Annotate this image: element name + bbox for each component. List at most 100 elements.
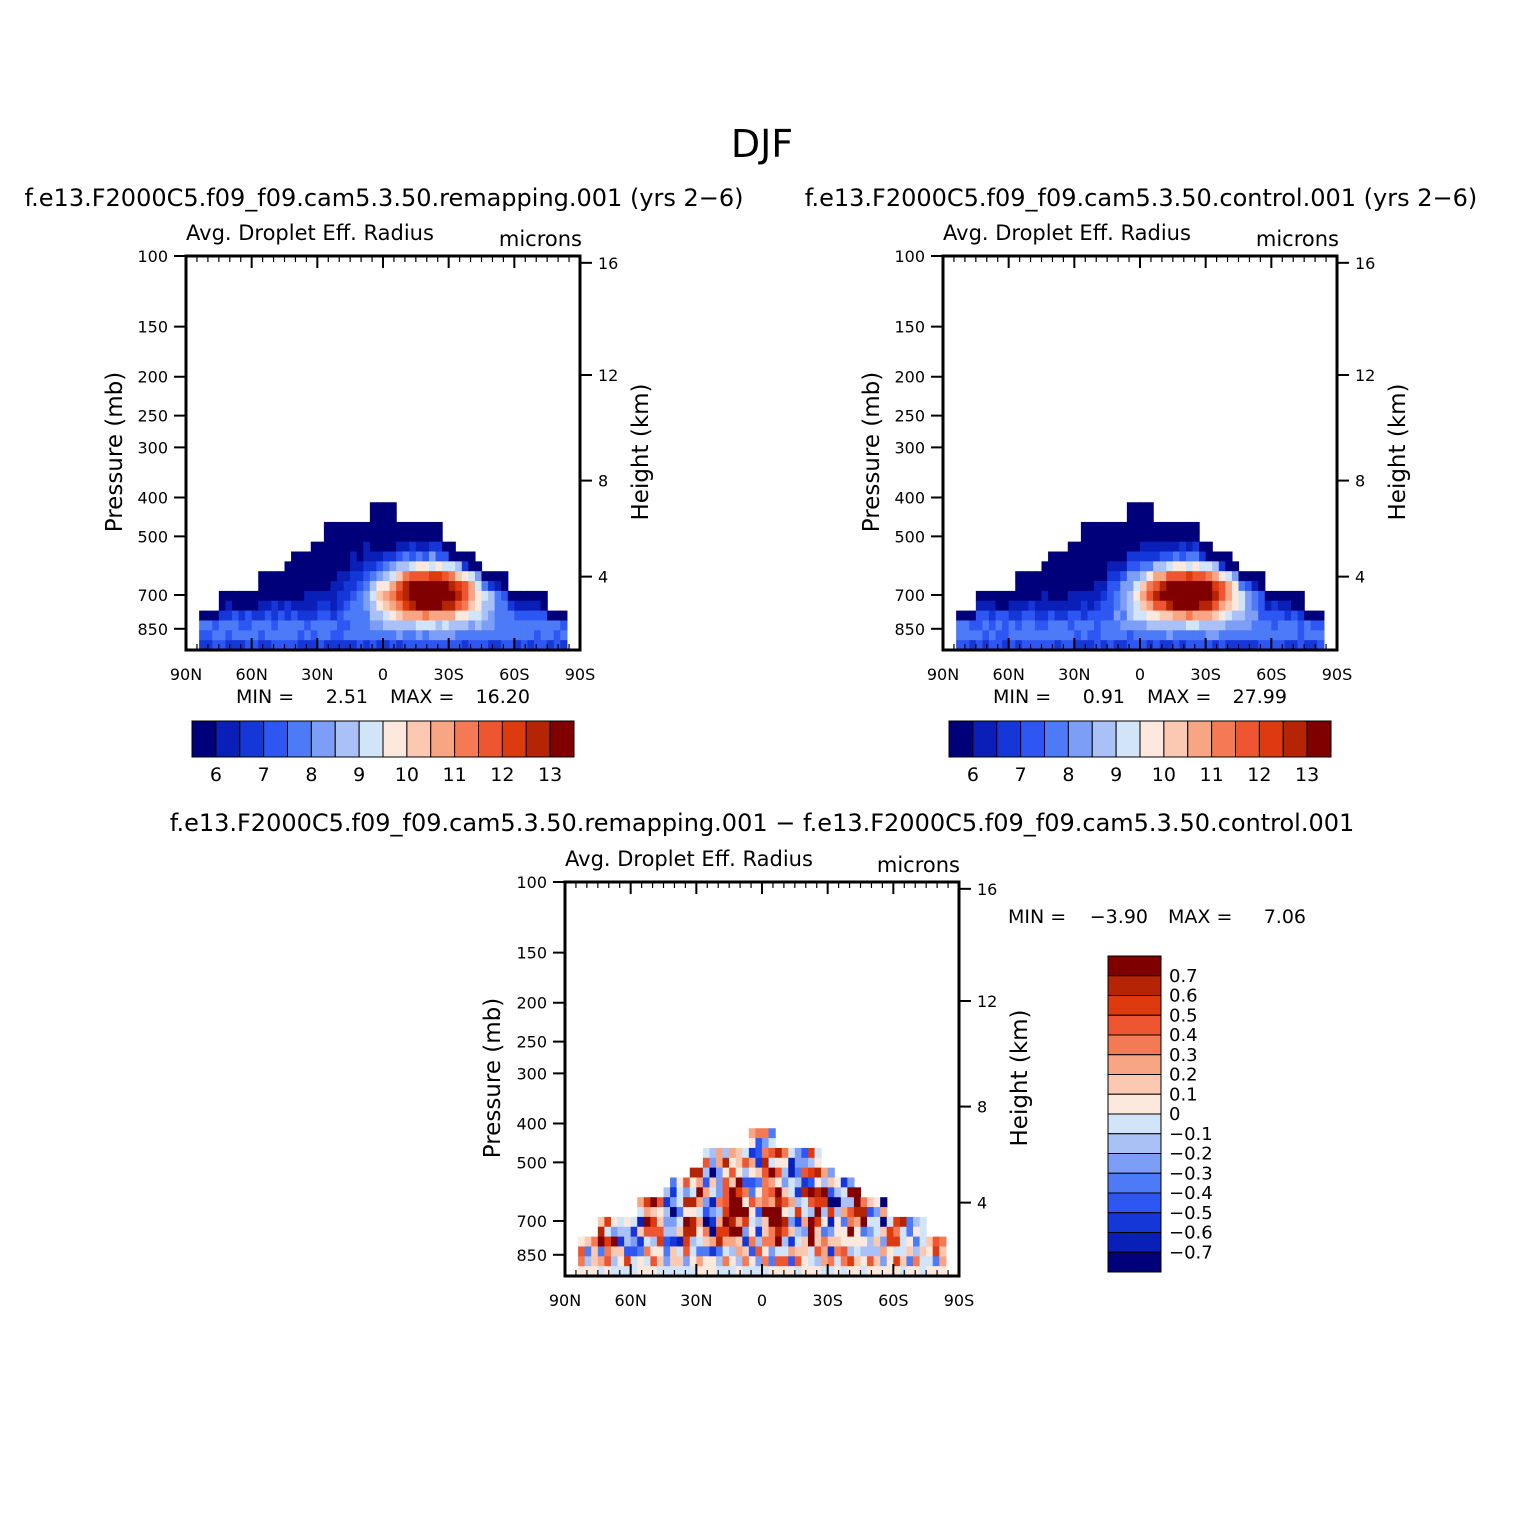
contour-cell [310, 581, 318, 592]
contour-cell [1159, 531, 1167, 543]
contour-cell [814, 1157, 822, 1169]
contour-cell [494, 581, 502, 592]
contour-cell [291, 610, 299, 622]
contour-cell [428, 581, 437, 592]
contour-cell [1212, 590, 1220, 602]
contour-cell [742, 1216, 750, 1228]
contour-cell [488, 590, 496, 602]
contour-cell [474, 600, 483, 612]
contour-cell [794, 1226, 802, 1238]
contour-cell [748, 1216, 757, 1228]
colorbar-box [1107, 1153, 1162, 1174]
contour-cell [775, 1167, 783, 1179]
contour-cell [337, 551, 345, 562]
contour-cell [1140, 620, 1148, 631]
contour-cell [768, 1197, 776, 1208]
contour-cell [1192, 561, 1200, 572]
contour-cell [893, 1226, 901, 1238]
contour-cell [975, 610, 983, 622]
contour-cell [1054, 610, 1062, 622]
contour-cell [1146, 561, 1154, 572]
colorbar-label: 12 [490, 764, 514, 786]
contour-cell [742, 1177, 750, 1188]
contour-cell [1179, 521, 1187, 533]
colorbar-box [454, 720, 480, 758]
y2-tick-label: 16 [1355, 254, 1375, 273]
max-value: 7.06 [1264, 906, 1306, 928]
contour-cell [553, 630, 561, 641]
contour-cell [1041, 620, 1049, 631]
contour-cell [402, 571, 410, 582]
contour-cell [689, 1207, 697, 1218]
contour-cell [919, 1266, 927, 1277]
contour-cell [428, 551, 437, 562]
contour-cell [899, 1226, 908, 1238]
contour-cell [807, 1147, 816, 1159]
contour-cell [1297, 630, 1305, 641]
contour-cell [494, 620, 502, 631]
contour-cell [591, 1256, 599, 1267]
contour-cell [781, 1147, 789, 1159]
contour-cell [788, 1157, 796, 1169]
contour-cell [755, 1256, 763, 1267]
colorbar-box [1282, 720, 1308, 758]
contour-cell [840, 1226, 848, 1238]
contour-cell [297, 610, 305, 622]
y-axis-label: Pressure (mb) [102, 372, 128, 532]
contour-cell [1205, 620, 1213, 631]
contour-cell [1113, 590, 1121, 602]
contour-cell [794, 1167, 802, 1179]
contour-cell [956, 640, 964, 651]
contour-cell [1192, 600, 1200, 612]
contour-cell [1284, 610, 1292, 622]
contour-cell [238, 590, 246, 602]
contour-cell [794, 1246, 802, 1257]
contour-cell [474, 571, 483, 582]
contour-cell [762, 1216, 770, 1228]
contour-cell [507, 620, 515, 631]
contour-cell [560, 630, 568, 641]
contour-cell [735, 1147, 743, 1159]
contour-cell [389, 610, 397, 622]
contour-cell [363, 571, 371, 582]
contour-cell [323, 561, 332, 572]
contour-cell [481, 571, 489, 582]
contour-cell [212, 610, 220, 622]
contour-cell [722, 1157, 730, 1169]
contour-cell [396, 541, 404, 553]
contour-cell [781, 1246, 789, 1257]
contour-cell [1172, 551, 1180, 562]
contour-cell [1140, 610, 1148, 622]
contour-cell [742, 1147, 750, 1159]
contour-cell [716, 1236, 724, 1248]
contour-cell [630, 1236, 638, 1248]
contour-cell [729, 1256, 737, 1267]
contour-cell [722, 1207, 730, 1218]
contour-cell [610, 1226, 619, 1238]
contour-cell [1238, 640, 1246, 651]
contour-cell [584, 1246, 592, 1257]
contour-cell [860, 1256, 868, 1267]
contour-cell [722, 1167, 730, 1179]
contour-cell [474, 620, 483, 631]
contour-cell [643, 1266, 651, 1277]
contour-cell [768, 1226, 776, 1238]
contour-cell [670, 1236, 678, 1248]
contour-cell [435, 620, 443, 631]
contour-cell [409, 581, 417, 592]
contour-cell [317, 620, 325, 631]
contour-cell [1153, 541, 1161, 553]
contour-cell [1238, 630, 1246, 641]
contour-cell [781, 1207, 789, 1218]
contour-cell [1061, 581, 1069, 592]
y-tick-label: 500 [516, 1153, 547, 1172]
contour-cell [527, 640, 535, 651]
contour-cell [709, 1216, 717, 1228]
contour-cell [853, 1236, 862, 1248]
contour-cell [729, 1167, 737, 1179]
contour-cell [488, 630, 496, 641]
contour-cell [428, 541, 437, 553]
contour-cell [284, 610, 292, 622]
contour-cell [1258, 630, 1266, 641]
colorbar-box [1235, 720, 1260, 758]
